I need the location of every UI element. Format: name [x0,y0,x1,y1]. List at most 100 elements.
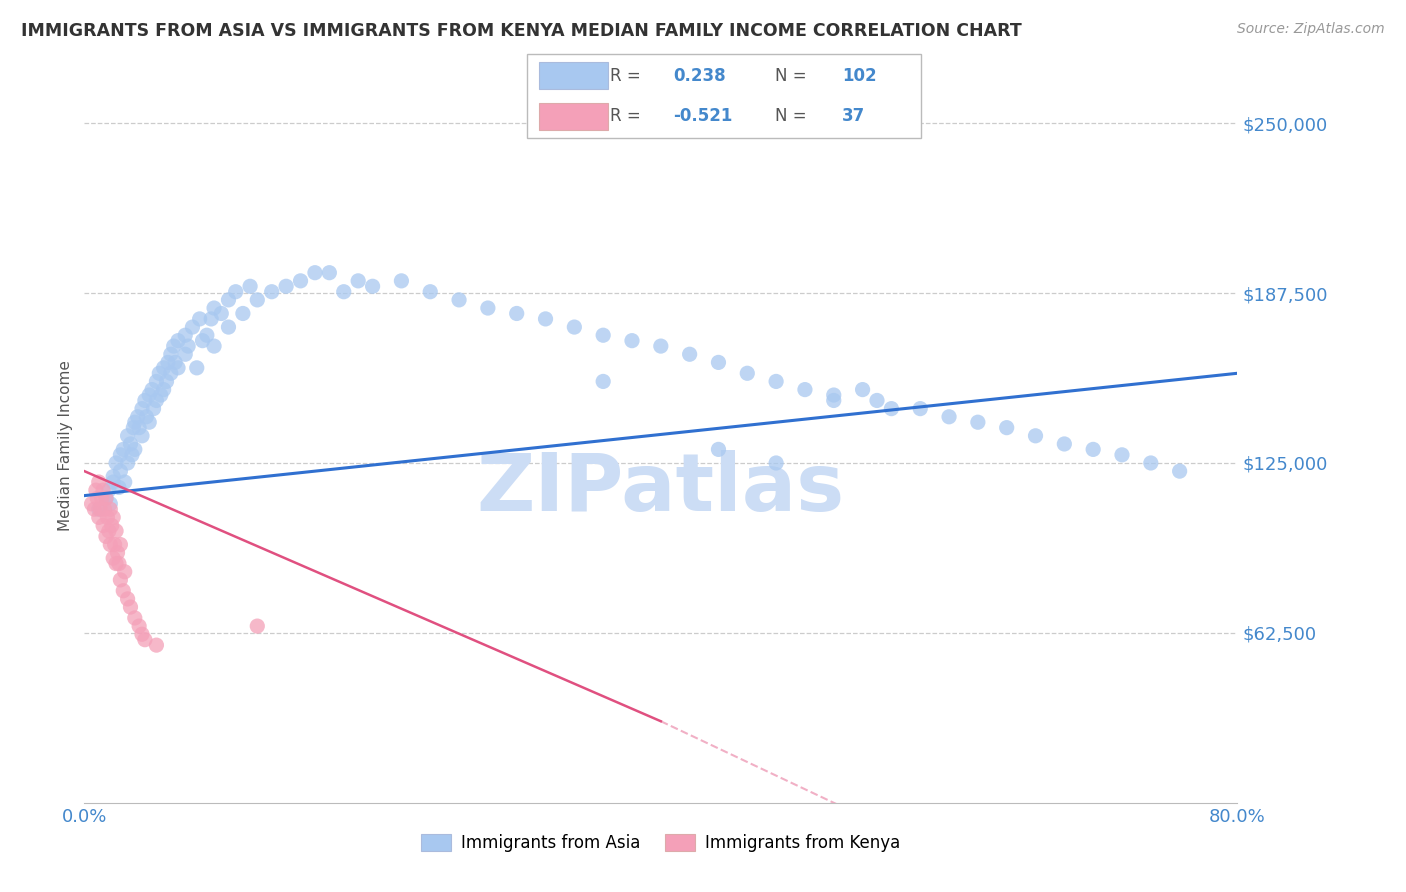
Point [145,638,167,652]
Point [910,401,932,416]
Point [181,320,204,334]
Legend: Immigrants from Asia, Immigrants from Kenya: Immigrants from Asia, Immigrants from Ke… [415,827,907,859]
Point [114,565,136,579]
Point [1140,456,1163,470]
Point [94,491,117,506]
Point [191,334,214,348]
Point [87,510,110,524]
Point [477,301,499,315]
Point [232,306,254,320]
Point [707,355,730,369]
Point [165,355,187,369]
Point [880,401,903,416]
Point [80,497,103,511]
Point [128,619,150,633]
Point [105,456,128,470]
FancyBboxPatch shape [538,103,609,130]
Point [823,393,845,408]
Point [83,502,105,516]
Point [200,312,222,326]
Point [449,293,471,307]
Point [86,491,108,506]
Point [103,469,124,483]
Point [333,285,356,299]
Point [152,383,174,397]
Point [1083,442,1105,457]
Point [534,312,557,326]
Point [160,347,183,361]
Text: N =: N = [775,107,807,125]
Point [361,279,384,293]
Point [152,360,174,375]
Point [679,347,702,361]
Point [103,551,124,566]
Text: Source: ZipAtlas.com: Source: ZipAtlas.com [1237,22,1385,37]
Point [141,383,163,397]
Point [110,448,132,462]
Y-axis label: Median Family Income: Median Family Income [58,360,73,532]
Point [107,546,129,560]
Point [163,339,186,353]
Point [707,442,730,457]
Point [506,306,529,320]
Point [145,375,167,389]
Point [967,415,990,429]
Point [87,475,110,489]
Point [174,347,197,361]
Text: ZIPatlas: ZIPatlas [477,450,845,528]
Point [304,266,326,280]
Point [564,320,586,334]
Point [138,388,160,402]
Point [246,293,269,307]
Point [97,524,120,538]
Point [112,583,135,598]
Point [117,591,139,606]
Text: R =: R = [610,107,641,125]
Point [134,393,156,408]
Point [142,401,165,416]
Point [239,279,262,293]
Point [105,524,128,538]
Point [124,442,146,457]
Point [105,557,128,571]
Point [112,442,135,457]
Point [938,409,960,424]
Point [145,393,167,408]
Text: R =: R = [610,67,641,85]
Point [621,334,644,348]
Point [592,375,614,389]
Point [1025,429,1047,443]
Point [110,573,132,587]
Point [202,339,225,353]
Point [117,456,139,470]
Point [138,415,160,429]
Text: IMMIGRANTS FROM ASIA VS IMMIGRANTS FROM KENYA MEDIAN FAMILY INCOME CORRELATION C: IMMIGRANTS FROM ASIA VS IMMIGRANTS FROM … [21,22,1022,40]
Point [177,339,200,353]
Text: 102: 102 [842,67,877,85]
Point [124,611,146,625]
Point [1111,448,1133,462]
Point [188,312,211,326]
Point [347,274,370,288]
Point [131,627,153,641]
Point [94,529,117,543]
Point [318,266,340,280]
Point [135,409,157,424]
Text: 37: 37 [842,107,866,125]
Point [995,420,1018,434]
FancyBboxPatch shape [538,62,609,89]
Point [122,420,145,434]
Point [225,285,247,299]
Point [93,502,115,516]
Point [103,510,124,524]
Point [765,456,787,470]
Point [149,388,172,402]
Point [737,366,759,380]
Point [167,360,190,375]
Point [218,320,240,334]
Point [110,537,132,551]
Text: 0.238: 0.238 [673,67,725,85]
Point [91,483,114,498]
Point [218,293,240,307]
Point [246,619,269,633]
